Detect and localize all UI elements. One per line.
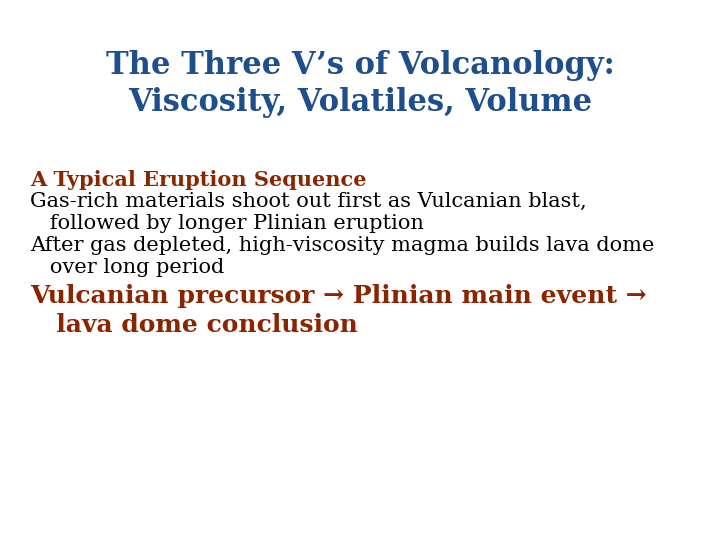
Text: The Three V’s of Volcanology:
Viscosity, Volatiles, Volume: The Three V’s of Volcanology: Viscosity,… (106, 50, 614, 118)
Text: Vulcanian precursor → Plinian main event →
   lava dome conclusion: Vulcanian precursor → Plinian main event… (30, 284, 647, 337)
Text: followed by longer Plinian eruption: followed by longer Plinian eruption (30, 214, 424, 233)
Text: Gas-rich materials shoot out first as Vulcanian blast,: Gas-rich materials shoot out first as Vu… (30, 192, 587, 211)
Text: over long period: over long period (30, 258, 224, 277)
Text: A Typical Eruption Sequence: A Typical Eruption Sequence (30, 170, 366, 190)
Text: After gas depleted, high-viscosity magma builds lava dome: After gas depleted, high-viscosity magma… (30, 236, 654, 255)
